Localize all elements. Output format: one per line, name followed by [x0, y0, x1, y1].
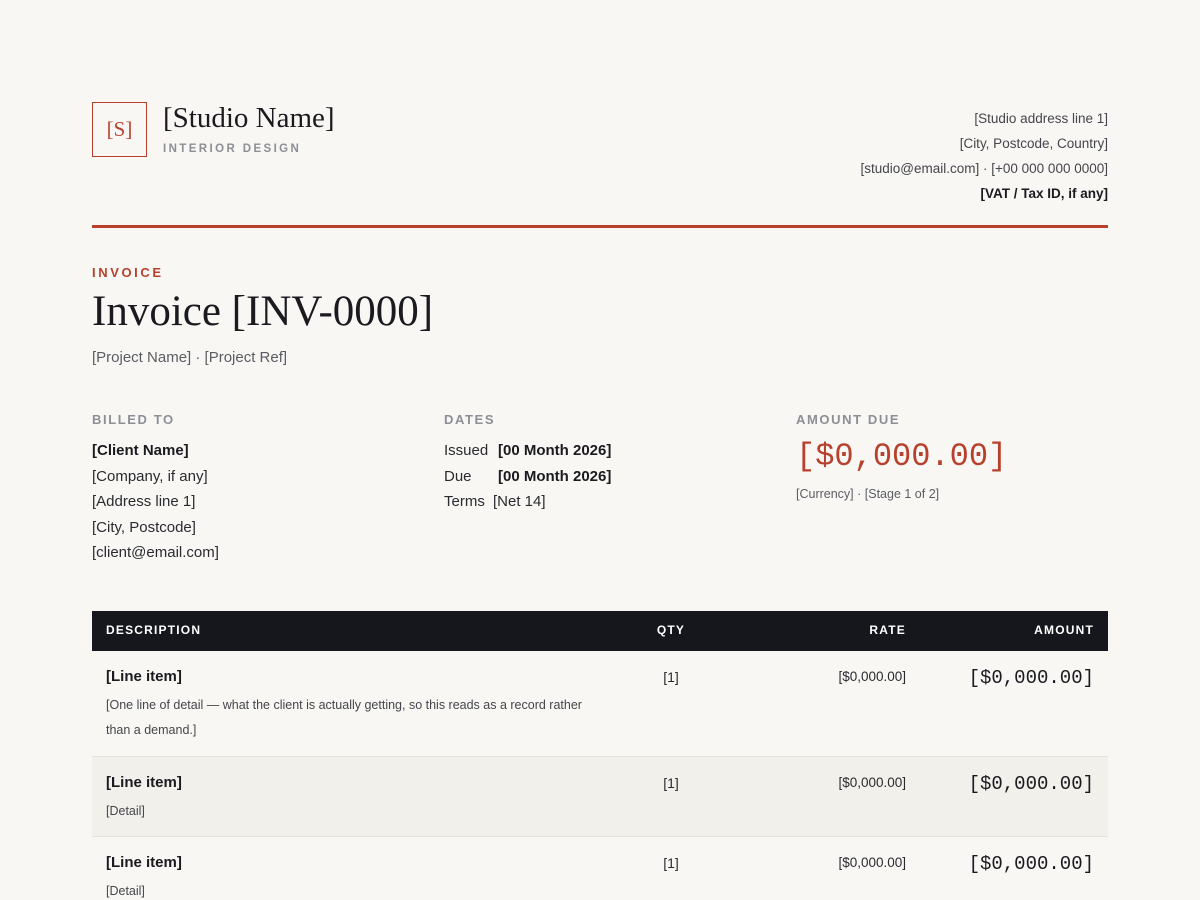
header-rate: RATE — [869, 623, 906, 637]
line-item-qty: [1] — [663, 775, 679, 791]
table-header: DESCRIPTION QTY RATE AMOUNT — [92, 611, 1108, 651]
header-description: DESCRIPTION — [106, 623, 202, 637]
client-email: [client@email.com] — [92, 544, 219, 561]
line-item-detail: [One line of detail — what the client is… — [106, 698, 582, 737]
amount-due-value: [$0,000.00] — [796, 438, 1008, 475]
client-city: [City, Postcode] — [92, 518, 196, 536]
billed-to-section: BILLED TO [Client Name] [Company, if any… — [92, 412, 219, 566]
header-qty: QTY — [656, 623, 686, 637]
terms-value: [Net 14] — [493, 493, 546, 510]
line-item-qty: [1] — [663, 669, 679, 685]
amount-due-sub: [Currency] · [Stage 1 of 2] — [796, 487, 940, 501]
studio-contact-line: [studio@email.com] · [+00 000 000 0000] — [860, 161, 1108, 176]
invoice-sheet: [S] [Studio Name] INTERIOR DESIGN [Studi… — [92, 0, 1108, 900]
line-item-amount: [$0,000.00] — [968, 773, 1094, 795]
line-item-rate: [$0,000.00] — [838, 775, 906, 790]
terms-label: Terms — [444, 493, 485, 510]
table-row: [Line item] [Detail] [1] [$0,000.00] [$0… — [92, 757, 1108, 837]
due-row: Due [00 Month 2026] — [444, 464, 611, 490]
line-item-rate: [$0,000.00] — [838, 669, 906, 684]
header-amount: AMOUNT — [1034, 623, 1094, 637]
header-divider — [92, 225, 1108, 228]
studio-name: [Studio Name] — [163, 102, 335, 134]
line-item-amount: [$0,000.00] — [968, 853, 1094, 875]
client-company: [Company, if any] — [92, 467, 208, 485]
issued-row: Issued [00 Month 2026] — [444, 438, 611, 464]
line-item-detail: [Detail] — [106, 804, 145, 818]
line-item-title: [Line item] — [106, 668, 182, 685]
due-value: [00 Month 2026] — [498, 467, 612, 485]
studio-tagline: INTERIOR DESIGN — [163, 143, 302, 155]
amount-due-label: AMOUNT DUE — [796, 412, 901, 427]
table-row: [Line item] [Detail] [1] [$0,000.00] [$0… — [92, 837, 1108, 900]
line-item-detail: [Detail] — [106, 884, 145, 898]
studio-address-line1: [Studio address line 1] — [974, 111, 1108, 126]
client-name: [Client Name] — [92, 442, 189, 459]
studio-logo: [S] — [92, 102, 147, 157]
billed-to-label: BILLED TO — [92, 412, 175, 427]
studio-contact-block: [Studio address line 1] [City, Postcode,… — [861, 106, 1108, 206]
dates-label: DATES — [444, 412, 496, 427]
client-address: [Address line 1] — [92, 493, 196, 510]
line-item-amount: [$0,000.00] — [968, 667, 1094, 689]
studio-tax-id: [VAT / Tax ID, if any] — [980, 186, 1108, 201]
invoice-eyebrow: INVOICE — [92, 265, 164, 280]
studio-address-line2: [City, Postcode, Country] — [959, 136, 1108, 151]
amount-due-section: AMOUNT DUE [$0,000.00] [Currency] · [Sta… — [796, 412, 1007, 501]
issued-label: Issued — [444, 442, 489, 459]
logo-initial: [S] — [106, 117, 133, 141]
terms-row: Terms [Net 14] — [444, 489, 611, 515]
line-item-title: [Line item] — [106, 854, 182, 871]
invoice-subtitle: [Project Name] · [Project Ref] — [92, 349, 288, 366]
issued-value: [00 Month 2026] — [498, 442, 612, 459]
line-item-qty: [1] — [663, 855, 679, 871]
line-item-title: [Line item] — [106, 774, 182, 791]
table-row: [Line item] [One line of detail — what t… — [92, 651, 1108, 757]
dates-section: DATES Issued [00 Month 2026] Due [00 Mon… — [444, 412, 611, 515]
line-items-table: DESCRIPTION QTY RATE AMOUNT [Line item] … — [92, 611, 1108, 900]
due-label: Due — [444, 467, 472, 485]
invoice-title: Invoice [INV-0000] — [92, 288, 434, 335]
line-item-rate: [$0,000.00] — [838, 855, 906, 870]
